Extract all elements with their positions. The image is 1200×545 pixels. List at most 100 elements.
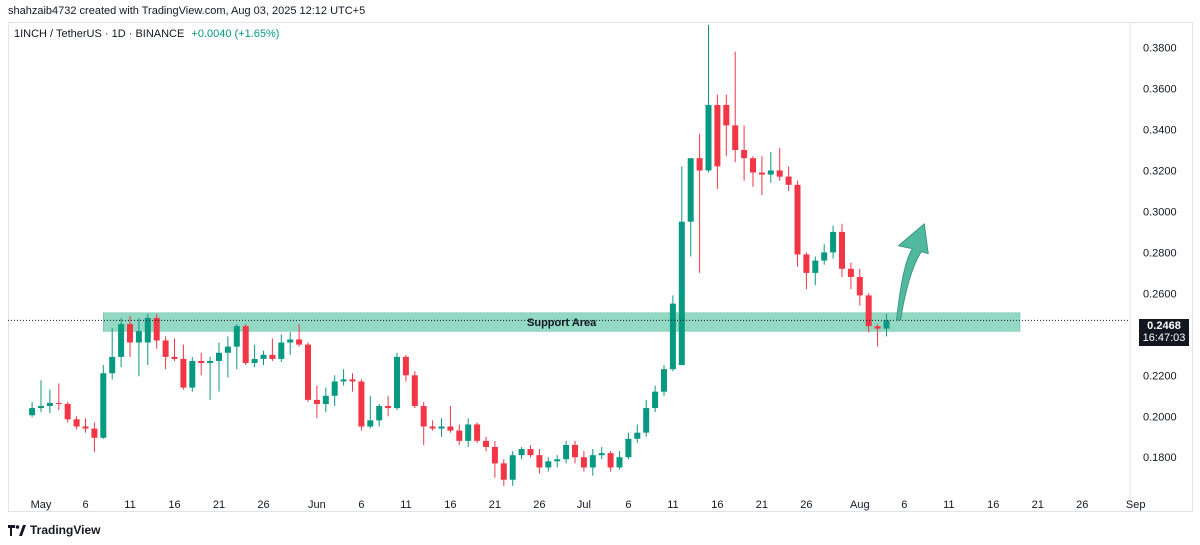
candle-body xyxy=(331,381,338,396)
candle xyxy=(598,446,605,460)
candle xyxy=(669,295,676,372)
price-tick-label: 0.3400 xyxy=(1143,125,1177,137)
time-tick-label: Jul xyxy=(577,499,591,511)
candle xyxy=(358,379,365,431)
time-tick-label: 16 xyxy=(168,499,180,511)
tradingview-logo[interactable]: TradingView xyxy=(8,523,100,537)
time-axis-layer: May 6 11 16 21 26 Jun 6 11 16 21 26 Jul 6 11 16 21 26 Aug 6… xyxy=(31,499,1146,511)
candle-body xyxy=(73,419,80,427)
candle xyxy=(794,180,801,267)
price-tick-label: 0.2000 xyxy=(1143,411,1177,423)
candle-body xyxy=(358,381,365,427)
time-tick-label: May xyxy=(31,499,52,511)
price-change: +0.0040 (+1.65%) xyxy=(191,28,280,40)
candle-body xyxy=(367,420,374,427)
candle xyxy=(563,440,570,464)
candle xyxy=(572,440,578,464)
candle xyxy=(242,324,249,366)
candle-body xyxy=(856,276,863,296)
candle xyxy=(127,315,133,357)
candle xyxy=(687,158,694,257)
candle-body xyxy=(554,459,561,462)
candle-body xyxy=(865,295,872,327)
candle-body xyxy=(287,339,294,343)
candle xyxy=(278,334,285,362)
candle-body xyxy=(322,395,329,404)
candle xyxy=(224,336,231,378)
candle-body xyxy=(705,104,712,171)
candle-body xyxy=(678,221,685,366)
candle-body xyxy=(607,453,614,468)
candle-body xyxy=(269,354,276,359)
time-tick-label: 6 xyxy=(625,499,631,511)
candle-body xyxy=(589,455,596,468)
candle xyxy=(82,418,89,433)
candle xyxy=(118,317,125,368)
time-tick-label: 26 xyxy=(257,499,269,511)
candle-body xyxy=(456,430,463,441)
candle xyxy=(803,252,810,290)
price-tick-label: 0.3600 xyxy=(1143,84,1177,96)
candle-body xyxy=(100,373,107,438)
symbol-info: 1INCH / TetherUS · 1D · BINANCE xyxy=(14,28,185,40)
price-tick-label: 0.2800 xyxy=(1143,247,1177,259)
tradingview-brand: TradingView xyxy=(30,523,101,537)
candle xyxy=(723,94,730,157)
support-zone-layer xyxy=(103,312,1021,332)
candle-body xyxy=(812,260,819,273)
candle-body xyxy=(305,344,311,400)
candle xyxy=(589,449,596,476)
candle xyxy=(830,225,837,259)
candle-body xyxy=(38,406,44,409)
time-tick-label: 16 xyxy=(711,499,723,511)
candle xyxy=(696,133,703,273)
candle xyxy=(109,328,116,380)
candle-body xyxy=(349,379,356,382)
candle xyxy=(883,313,890,337)
candle xyxy=(536,449,543,474)
candle-body xyxy=(687,158,694,222)
candle xyxy=(625,432,632,460)
candle xyxy=(340,369,347,386)
candle xyxy=(411,371,418,409)
time-tick-label: 21 xyxy=(1032,499,1044,511)
candle-body xyxy=(207,360,214,364)
time-tick-label: 16 xyxy=(444,499,456,511)
support-zone-label: Support Area xyxy=(527,317,597,329)
candle-body xyxy=(785,176,792,185)
candle xyxy=(856,268,863,306)
candle-body xyxy=(135,331,142,343)
candle xyxy=(607,451,614,472)
candles-layer xyxy=(8,25,1130,486)
candle xyxy=(767,152,774,183)
candle xyxy=(785,166,792,191)
candle xyxy=(29,401,36,418)
time-tick-label: 26 xyxy=(800,499,812,511)
candle xyxy=(385,395,392,417)
candle xyxy=(46,389,53,414)
candle xyxy=(758,156,765,196)
candle xyxy=(349,373,356,392)
candle-body xyxy=(420,406,427,427)
candle-body xyxy=(55,402,62,404)
candle-body xyxy=(429,426,436,429)
bar-countdown: 16:47:03 xyxy=(1142,332,1186,344)
candle-body xyxy=(118,324,125,357)
candle xyxy=(643,399,650,437)
candle-body xyxy=(714,104,721,167)
candle xyxy=(518,446,525,460)
price-tick-label: 0.2600 xyxy=(1143,288,1177,300)
price-tick-label: 0.3000 xyxy=(1143,206,1177,218)
candle-body xyxy=(883,320,890,329)
candle-body xyxy=(64,403,71,420)
candle xyxy=(634,424,641,443)
candle xyxy=(812,256,819,286)
candle xyxy=(652,385,659,413)
candle-body xyxy=(242,326,249,364)
candle xyxy=(714,94,721,189)
candle xyxy=(429,420,436,431)
candle xyxy=(91,422,98,453)
candle xyxy=(661,365,667,396)
candle-body xyxy=(794,184,801,255)
